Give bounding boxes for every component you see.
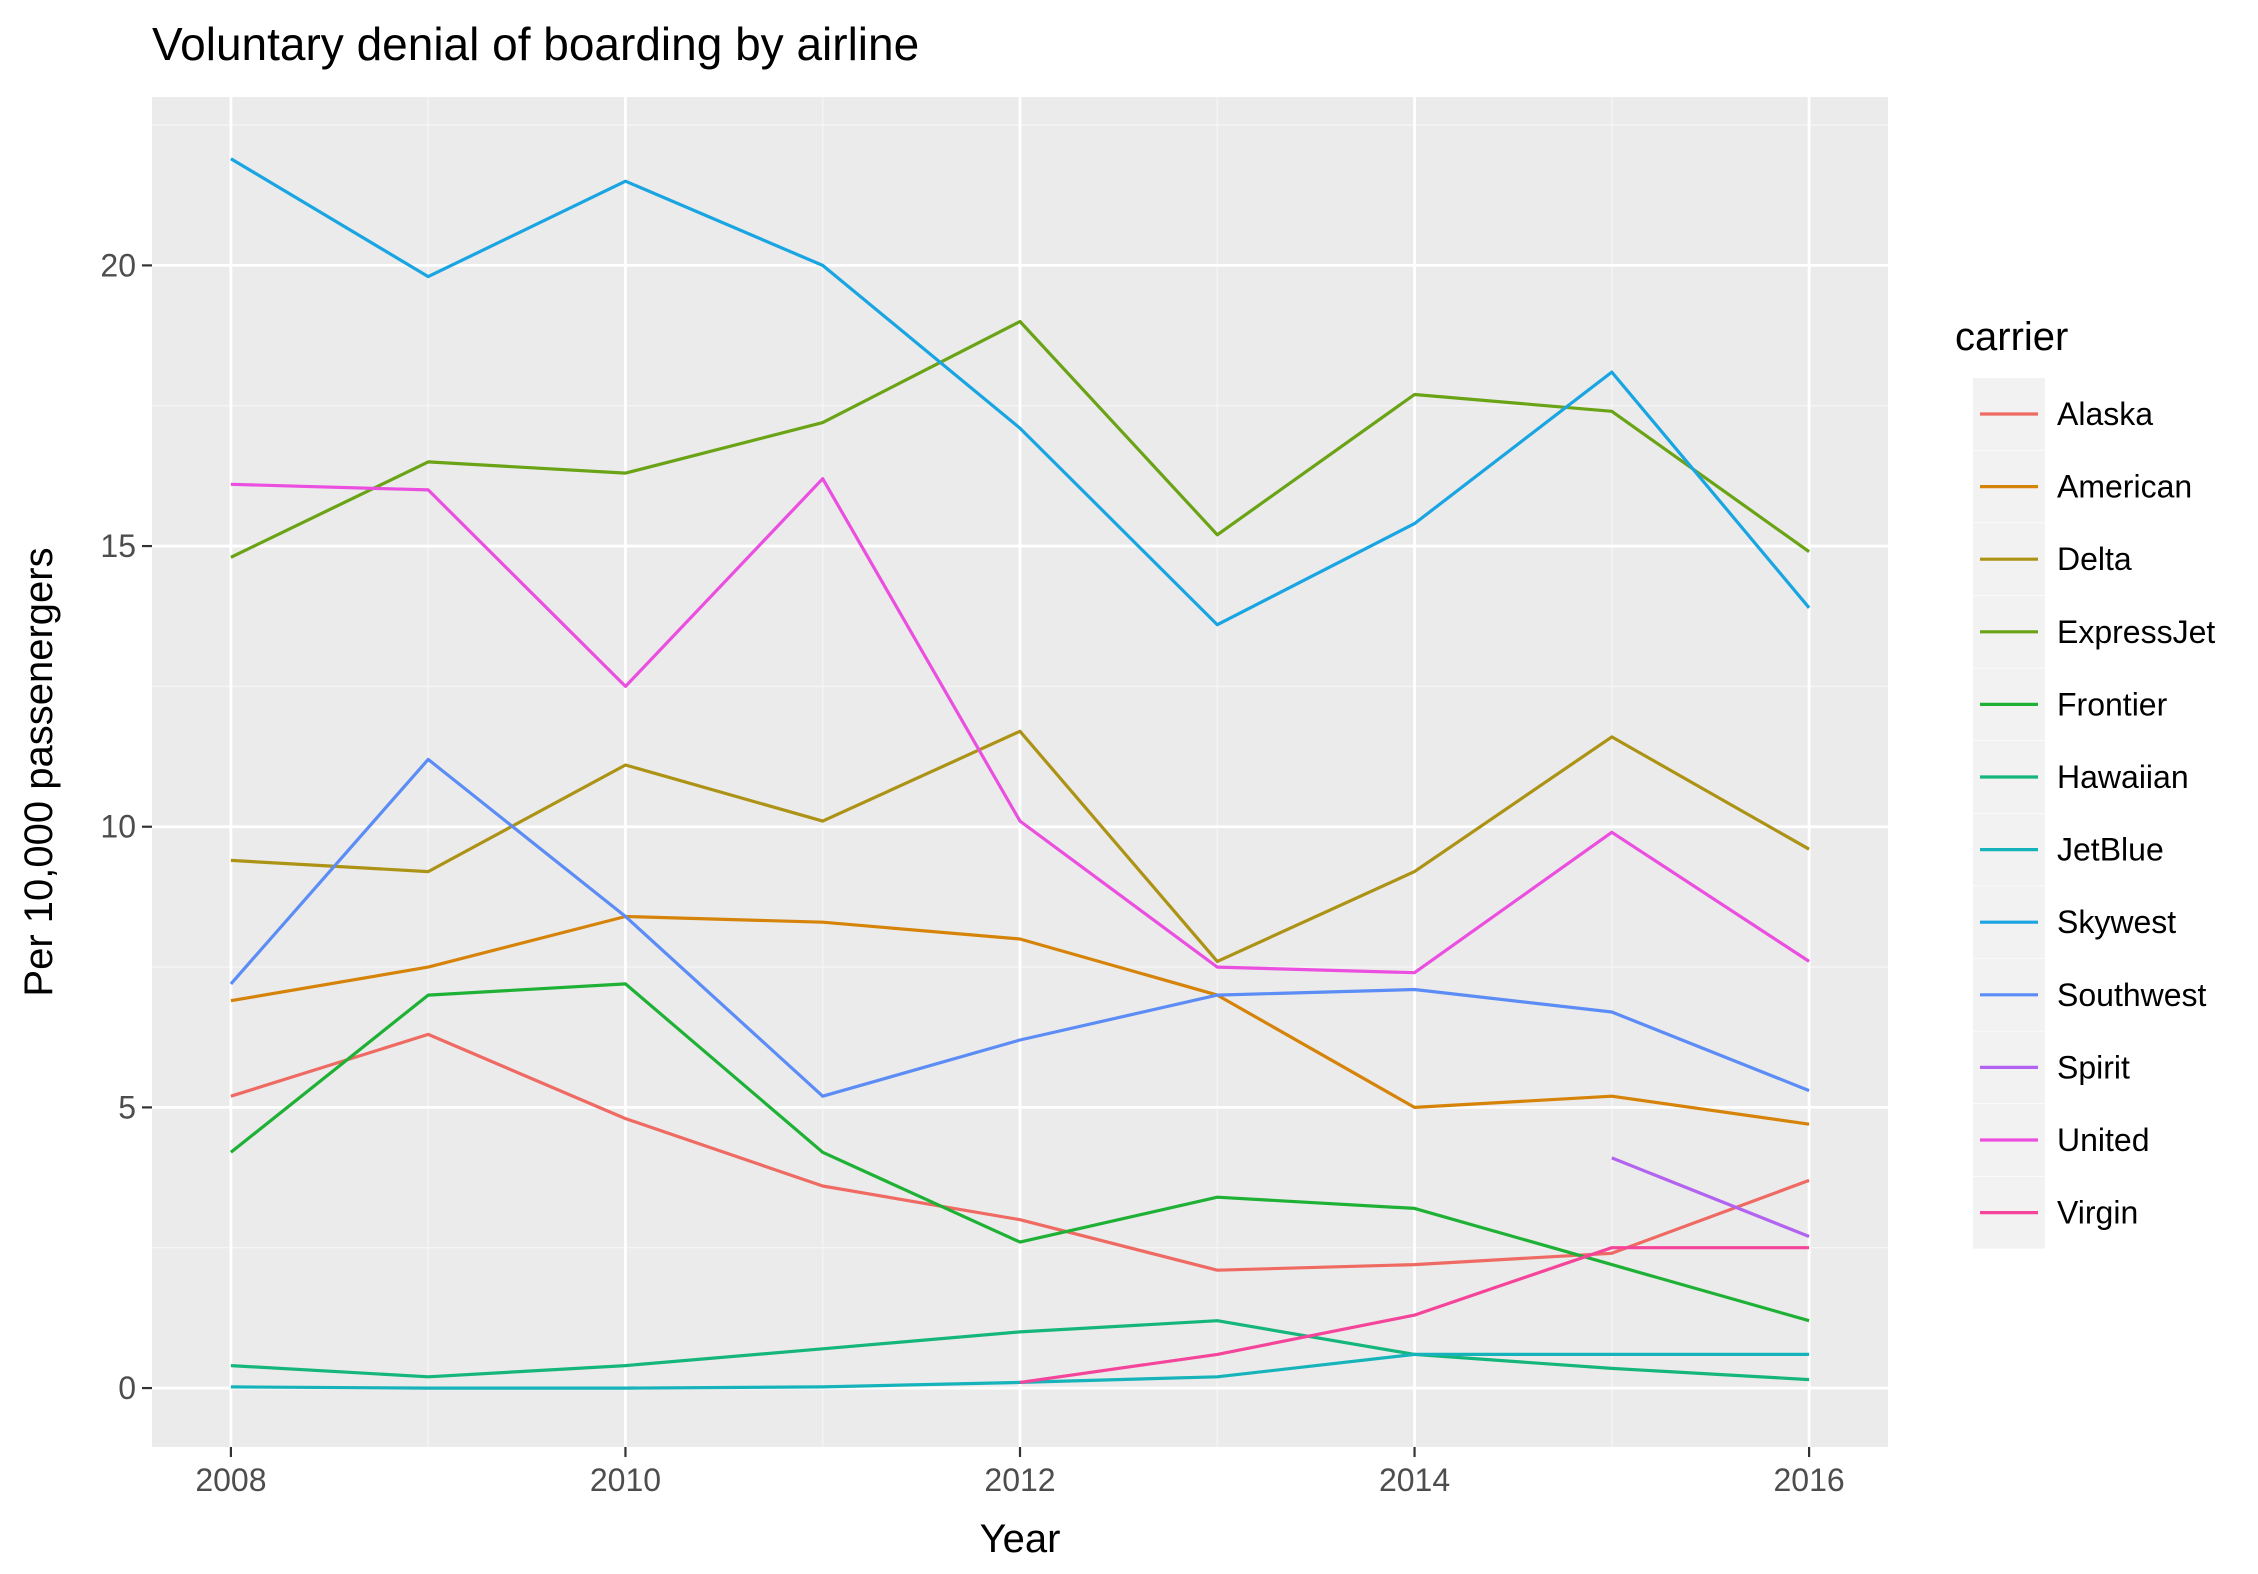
x-tick-label: 2016 [1773,1462,1844,1498]
series-line-alaska [230,1032,1810,1272]
legend-label: Virgin [2057,1195,2138,1231]
x-tick-label: 2014 [1379,1462,1450,1498]
y-tick-label: 0 [118,1370,136,1406]
y-tick-label: 5 [118,1089,136,1125]
series-line-southwest [229,757,1810,1098]
legend-label: JetBlue [2057,832,2164,868]
legend-label: Skywest [2057,904,2176,940]
series-line-american [230,914,1810,1126]
legend-label: Southwest [2057,977,2207,1013]
legend-item-southwest[interactable]: Southwest [1973,958,2207,1031]
y-tick-label: 15 [100,528,136,564]
legend-item-alaska[interactable]: Alaska [1973,378,2153,450]
y-axis-title: Per 10,000 passenergers [17,547,61,996]
legend-label: Delta [2057,541,2132,577]
legend-item-hawaiian[interactable]: Hawaiian [1973,741,2189,813]
legend-label: Spirit [2057,1049,2130,1085]
legend-item-virgin[interactable]: Virgin [1973,1176,2138,1249]
y-tick-label: 10 [100,809,136,845]
legend-item-american[interactable]: American [1973,450,2192,523]
series-line-expressjet [230,319,1811,559]
legend-label: ExpressJet [2057,614,2215,650]
series-line-skywest [230,157,1811,627]
chart-title: Voluntary denial of boarding by airline [152,18,919,70]
legend-label: Frontier [2057,686,2168,722]
x-axis: 2008 2010 2012 2014 2016 [195,1447,1845,1498]
legend-item-delta[interactable]: Delta [1973,523,2132,596]
legend-item-spirit[interactable]: Spirit [1973,1031,2130,1104]
y-axis: 0 5 10 15 20 [100,247,152,1406]
x-tick-label: 2008 [195,1462,266,1498]
series-line-frontier [229,982,1810,1323]
x-tick-label: 2012 [984,1462,1055,1498]
series-line-hawaiian [230,1319,1810,1382]
series-line-delta [230,729,1810,964]
legend[interactable]: carrier Alaska American Delta ExpressJet Fro… [1955,315,2215,1249]
x-tick-label: 2010 [590,1462,661,1498]
legend-item-united[interactable]: United [1973,1104,2150,1176]
series-lines [229,157,1811,1390]
legend-item-skywest[interactable]: Skywest [1973,886,2176,959]
y-tick-label: 20 [100,247,136,283]
series-line-virgin [1019,1246,1810,1384]
series-line-spirit [1611,1156,1810,1238]
series-line-united [230,477,1810,975]
legend-item-frontier[interactable]: Frontier [1973,668,2168,741]
legend-label: Alaska [2057,396,2153,432]
x-axis-title: Year [980,1517,1061,1561]
legend-item-jetblue[interactable]: JetBlue [1973,813,2164,886]
legend-label: Hawaiian [2057,759,2189,795]
legend-label: United [2057,1122,2150,1158]
major-gridlines [152,97,1888,1447]
legend-title: carrier [1955,315,2068,359]
legend-item-expressjet[interactable]: ExpressJet [1973,595,2215,668]
legend-label: American [2057,469,2192,505]
